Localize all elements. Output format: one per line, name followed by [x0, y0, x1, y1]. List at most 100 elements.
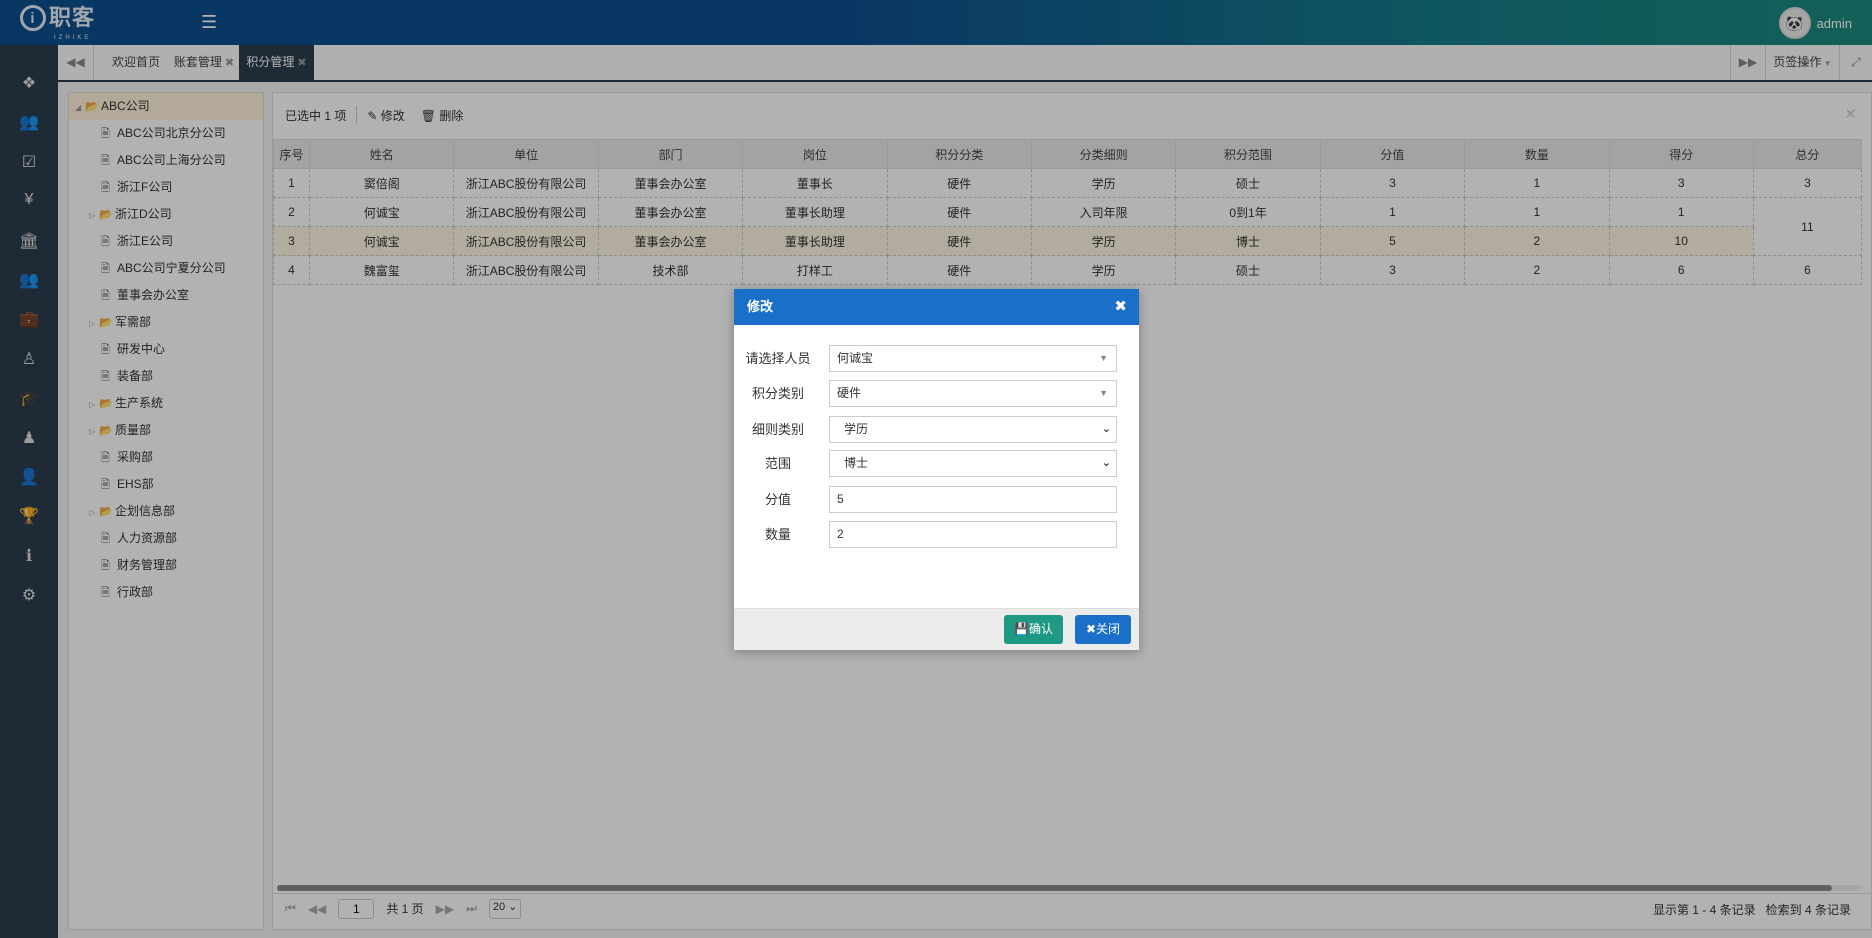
graduation-cap-icon[interactable]: 🎓 [19, 390, 39, 408]
table-cell: 董事会办公室 [597, 226, 744, 256]
info-icon[interactable]: ℹ [25, 547, 33, 565]
briefcase-icon[interactable]: 💼 [19, 311, 39, 329]
tree-item[interactable]: 🗎 财务管理部 [69, 552, 263, 579]
table-row[interactable]: 3 何诚宝 浙江ABC股份有限公司 董事会办公室 董事长助理 硬件 学历 博士 5 2 10 [273, 226, 1862, 256]
next-page-icon[interactable]: ▶▶ [435, 901, 455, 916]
tree-item[interactable]: ▷ 📂 军需部 [69, 309, 263, 336]
horizontal-scrollbar[interactable] [277, 885, 1861, 891]
tab-operations-dropdown[interactable]: 页签操作 ▼ [1765, 45, 1839, 80]
select-input[interactable]: 学历 ⌄ [829, 416, 1117, 443]
column-header[interactable]: 得分 [1608, 139, 1754, 169]
table-row[interactable]: 1 窦倍阁 浙江ABC股份有限公司 董事会办公室 董事长 硬件 学历 硕士 3 1 3 3 [273, 168, 1862, 198]
close-button[interactable]: ✖关闭 [1075, 615, 1131, 644]
tree-item[interactable]: 🗎 EHS部 [69, 471, 263, 498]
close-toolbar-icon[interactable]: ✕ [1844, 106, 1857, 123]
tab-scroll-left-icon[interactable]: ◀◀ [58, 45, 94, 80]
form-row: 积分类别 硬件 ▼ [734, 380, 1139, 408]
tree-item[interactable]: 🗎 浙江E公司 [69, 228, 263, 255]
table-cell: 硕士 [1175, 168, 1321, 198]
bank-icon[interactable]: 🏛 [18, 232, 40, 250]
tree-item[interactable]: 🗎 研发中心 [69, 336, 263, 363]
gears-icon[interactable]: ⚙ [21, 587, 37, 605]
field-value: 何诚宝 [837, 351, 874, 365]
group-icon[interactable]: 👥 [19, 272, 39, 289]
users-icon[interactable]: 👥 [19, 114, 39, 132]
tree-item[interactable]: 🗎 采购部 [69, 444, 263, 471]
tree-item[interactable]: 🗎 人力资源部 [69, 525, 263, 552]
file-icon: 🗎 [101, 263, 110, 275]
logo-subtext: IZHIKE [54, 35, 92, 41]
tree-item[interactable]: 🗎 浙江F公司 [69, 174, 263, 201]
child-icon[interactable]: ♟ [21, 429, 37, 447]
fullscreen-icon[interactable]: ⤢ [1839, 45, 1872, 80]
column-header[interactable]: 部门 [597, 139, 744, 169]
points-table: 序号 姓名 单位 部门 岗位 积分分类 分类细则 积分范围 分值 数量 得分 总分 1 窦倍阁 浙江ABC… [273, 139, 1862, 285]
tree-item[interactable]: ◢ 📂 ABC公司 [69, 93, 263, 120]
tree-item[interactable]: 🗎 装备部 [69, 363, 263, 390]
tree-item[interactable]: ▷ 📂 生产系统 [69, 390, 263, 417]
street-view-icon[interactable]: ♙ [21, 350, 37, 368]
select-input[interactable]: 硬件 ▼ [829, 380, 1117, 407]
field-label: 范围 [764, 456, 791, 471]
tree-item[interactable]: 🗎 ABC公司宁夏分公司 [69, 255, 263, 282]
file-icon: 🗎 [101, 290, 110, 302]
tab-account-set[interactable]: 账套管理 ✖ [170, 45, 238, 80]
column-header[interactable]: 总分 [1752, 139, 1862, 169]
user-menu[interactable]: 🐼 admin [1778, 7, 1852, 39]
folder-open-icon: 📂 [99, 209, 113, 221]
tree-item-label: 生产系统 [115, 396, 164, 410]
trophy-icon[interactable]: 🏆 [19, 508, 39, 526]
close-icon[interactable]: ✖ [1114, 298, 1127, 315]
column-header[interactable]: 分值 [1319, 139, 1466, 169]
caret-right-icon[interactable]: ▷ [89, 508, 96, 517]
tree-item[interactable]: 🗎 ABC公司北京分公司 [69, 120, 263, 147]
caret-right-icon[interactable]: ▷ [89, 211, 96, 220]
prev-page-icon[interactable]: ◀◀ [307, 901, 327, 916]
last-page-icon[interactable]: ⏭ [466, 901, 477, 915]
tab-welcome[interactable]: 欢迎首页 [104, 45, 168, 80]
field-value: 硬件 [837, 386, 862, 400]
select-input[interactable]: 何诚宝 ▼ [829, 345, 1117, 372]
page-number-input[interactable] [338, 898, 375, 919]
user-icon[interactable]: 👤 [19, 469, 39, 486]
menu-toggle-icon[interactable]: ☰ [201, 12, 218, 32]
table-row[interactable]: 2 何诚宝 浙江ABC股份有限公司 董事会办公室 董事长助理 硬件 入司年限 0到1年 1 1 1 1… [273, 197, 1862, 256]
caret-right-icon[interactable]: ▷ [89, 319, 96, 328]
edit-button[interactable]: ✎ 修改 [367, 107, 404, 124]
confirm-button[interactable]: 💾确认 [1004, 615, 1063, 644]
text-input[interactable]: 5 [829, 486, 1117, 513]
main-panel: 已选中 1 项 ✎ 修改 🗑 删除 ✕ 序号 姓名 单位 部门 岗位 积分分类 分类细则 积分… [272, 92, 1872, 930]
tree-item[interactable]: ▷ 📂 质量部 [69, 417, 263, 444]
text-input[interactable]: 2 [829, 521, 1117, 548]
table-row[interactable]: 4 魏富玺 浙江ABC股份有限公司 技术部 打样工 硬件 学历 硕士 3 2 6 6 [273, 255, 1862, 285]
scrollbar-thumb[interactable] [277, 885, 1832, 891]
tree-item[interactable]: 🗎 ABC公司上海分公司 [69, 147, 263, 174]
column-header[interactable]: 积分范围 [1175, 139, 1321, 169]
caret-right-icon[interactable]: ▷ [89, 427, 96, 436]
tree-item[interactable]: ▷ 📂 企划信息部 [69, 498, 263, 525]
delete-button[interactable]: 🗑 删除 [421, 107, 464, 124]
tree-item[interactable]: ▷ 📂 浙江D公司 [69, 201, 263, 228]
tree-item[interactable]: 🗎 行政部 [69, 579, 263, 606]
file-icon: 🗎 [101, 560, 110, 572]
caret-down-icon[interactable]: ◢ [75, 103, 82, 112]
close-tab-icon[interactable]: ✖ [224, 57, 235, 69]
yen-icon[interactable]: ¥ [24, 191, 34, 209]
tab-bar: ◀◀ 欢迎首页 账套管理 ✖ 积分管理 ✖ ▶▶ 页签操作 ▼ ⤢ [58, 45, 1872, 82]
column-header[interactable]: 单位 [453, 139, 599, 169]
first-page-icon[interactable]: ⏮ [285, 901, 296, 915]
select-input[interactable]: 博士 ⌄ [829, 450, 1117, 477]
caret-right-icon[interactable]: ▷ [89, 400, 96, 409]
page-size-select[interactable]: 20 ⌄ [488, 898, 522, 919]
table-cell: 2 [1464, 255, 1610, 285]
folder-open-icon: 📂 [99, 317, 113, 329]
tree-item-label: 浙江F公司 [117, 180, 173, 194]
column-header[interactable]: 姓名 [308, 139, 455, 169]
tree-item[interactable]: 🗎 董事会办公室 [69, 282, 263, 309]
tab-points[interactable]: 积分管理 ✖ [239, 45, 314, 80]
trash-icon: 🗑 [420, 108, 436, 123]
cubes-icon[interactable]: ❖ [21, 75, 37, 92]
close-tab-icon[interactable]: ✖ [297, 57, 307, 69]
check-square-icon[interactable]: ☑ [21, 153, 37, 171]
tab-scroll-right-icon[interactable]: ▶▶ [1730, 45, 1765, 80]
